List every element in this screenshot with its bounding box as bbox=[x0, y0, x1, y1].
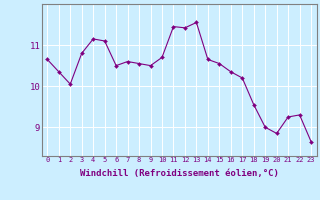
X-axis label: Windchill (Refroidissement éolien,°C): Windchill (Refroidissement éolien,°C) bbox=[80, 169, 279, 178]
